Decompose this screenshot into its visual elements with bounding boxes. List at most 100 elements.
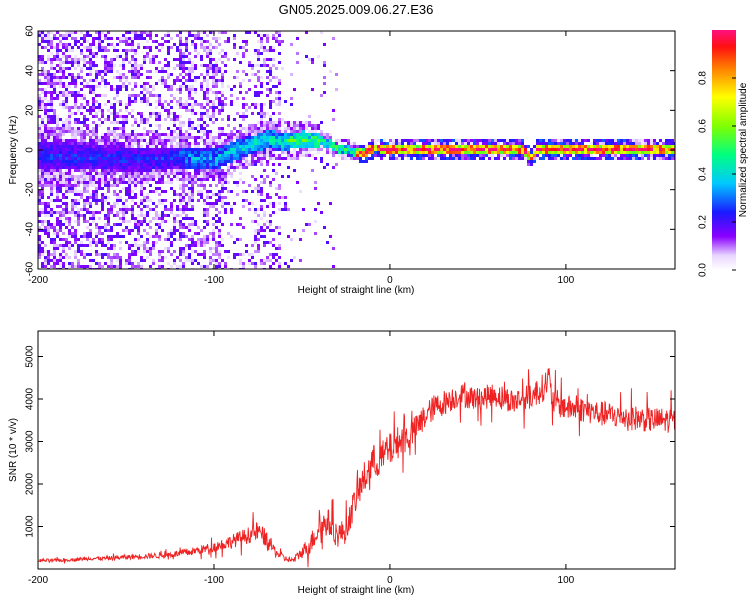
heatmap-cell [461,142,464,145]
heatmap-cell [215,163,218,166]
heatmap-cell [89,130,92,133]
heatmap-cell [149,265,152,268]
heatmap-cell [179,64,182,67]
heatmap-cell [284,151,287,154]
heatmap-cell [137,265,140,268]
heatmap-cell [164,106,167,109]
heatmap-cell [425,142,428,145]
heatmap-cell [101,172,104,175]
heatmap-cell [263,124,266,127]
heatmap-cell [413,145,416,148]
heatmap-cell [239,148,242,151]
heatmap-cell [143,85,146,88]
heatmap-cell [41,262,44,265]
heatmap-cell [119,127,122,130]
heatmap-cell [281,136,284,139]
heatmap-cell [536,151,539,154]
heatmap-cell [305,121,308,124]
heatmap-cell [71,151,74,154]
heatmap-cell [623,142,626,145]
heatmap-cell [470,154,473,157]
heatmap-cell [179,220,182,223]
heatmap-cell [278,154,281,157]
heatmap-cell [605,142,608,145]
heatmap-cell [158,100,161,103]
heatmap-cell [599,157,602,160]
heatmap-cell [53,88,56,91]
heatmap-cell [269,157,272,160]
heatmap-cell [80,127,83,130]
heatmap-cell [155,40,158,43]
heatmap-cell [173,214,176,217]
heatmap-cell [122,145,125,148]
heatmap-cell [104,67,107,70]
heatmap-cell [77,151,80,154]
heatmap-cell [206,139,209,142]
heatmap-cell [278,31,281,34]
heatmap-cell [68,127,71,130]
heatmap-cell [179,97,182,100]
heatmap-cell [182,199,185,202]
heatmap-cell [92,238,95,241]
heatmap-cell [140,115,143,118]
heatmap-cell [77,202,80,205]
heatmap-cell [617,157,620,160]
heatmap-cell [167,52,170,55]
heatmap-cell [482,151,485,154]
heatmap-cell [95,199,98,202]
heatmap-cell [182,169,185,172]
heatmap-cell [179,235,182,238]
heatmap-cell [188,181,191,184]
heatmap-cell [83,136,86,139]
heatmap-cell [56,181,59,184]
heatmap-cell [182,247,185,250]
heatmap-cell [209,190,212,193]
heatmap-cell [47,85,50,88]
heatmap-cell [176,103,179,106]
heatmap-cell [317,127,320,130]
heatmap-cell [485,151,488,154]
heatmap-cell [65,103,68,106]
heatmap-cell [578,142,581,145]
heatmap-cell [95,193,98,196]
heatmap-cell [77,211,80,214]
heatmap-cell [383,142,386,145]
heatmap-cell [140,169,143,172]
heatmap-cell [59,178,62,181]
heatmap-cell [65,208,68,211]
heatmap-cell [83,130,86,133]
heatmap-cell [53,241,56,244]
heatmap-cell [248,139,251,142]
heatmap-cell [503,157,506,160]
heatmap-cell [251,175,254,178]
heatmap-cell [170,211,173,214]
heatmap-cell [53,97,56,100]
heatmap-cell [113,253,116,256]
heatmap-cell [524,145,527,148]
heatmap-cell [38,142,41,145]
heatmap-cell [194,55,197,58]
heatmap-cell [137,223,140,226]
heatmap-cell [278,43,281,46]
heatmap-cell [53,130,56,133]
heatmap-cell [638,151,641,154]
heatmap-cell [56,151,59,154]
heatmap-cell [56,124,59,127]
heatmap-cell [107,172,110,175]
heatmap-cell [62,100,65,103]
heatmap-cell [65,196,68,199]
heatmap-cell [113,127,116,130]
heatmap-cell [161,46,164,49]
heatmap-cell [149,151,152,154]
heatmap-cell [77,94,80,97]
heatmap-cell [260,187,263,190]
heatmap-cell [116,85,119,88]
heatmap-cell [290,43,293,46]
heatmap-cell [140,181,143,184]
heatmap-cell [272,229,275,232]
heatmap-cell [266,154,269,157]
heatmap-cell [47,121,50,124]
heatmap-cell [254,160,257,163]
heatmap-cell [650,151,653,154]
heatmap-cell [104,253,107,256]
